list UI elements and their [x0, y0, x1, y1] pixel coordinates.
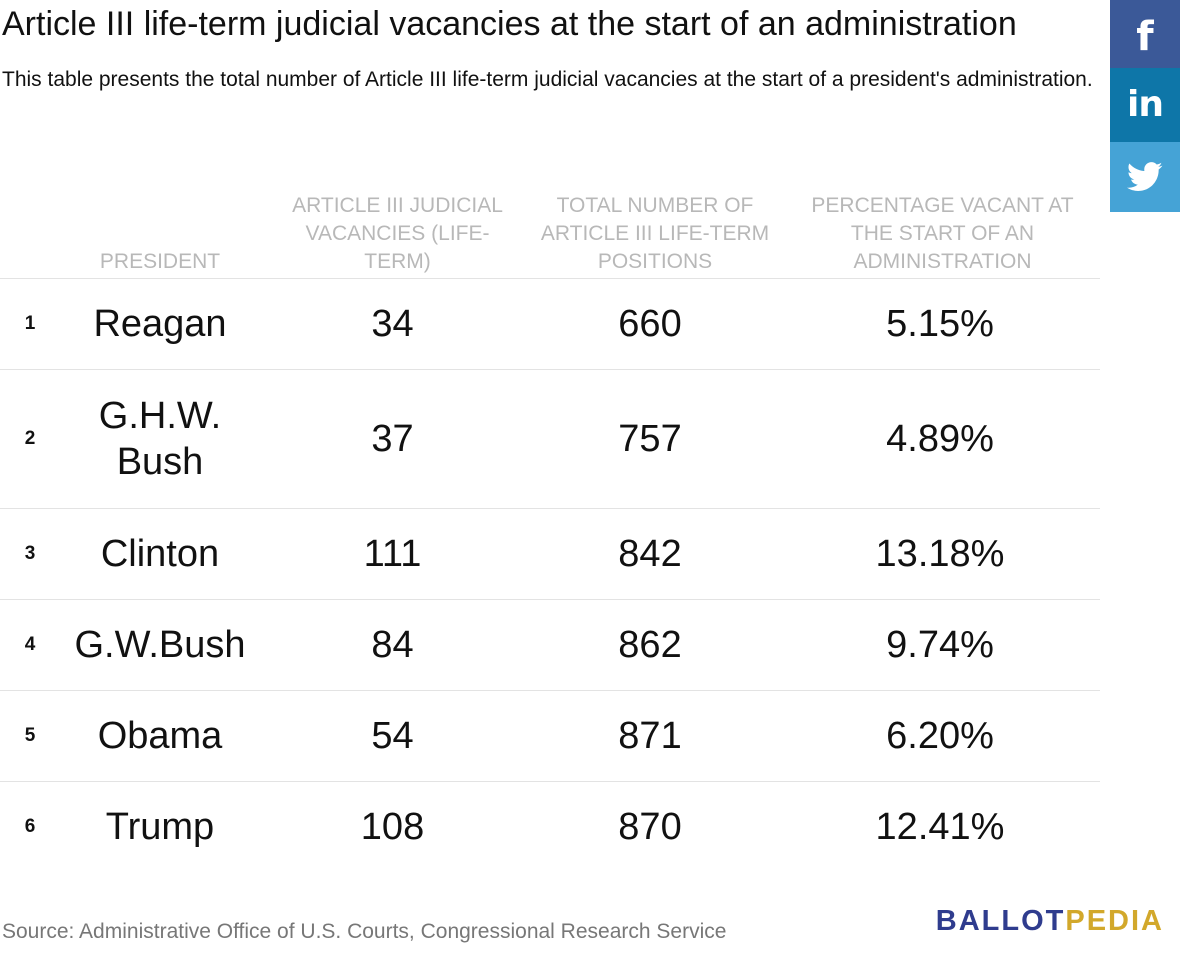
source-note: Source: Administrative Office of U.S. Co… — [2, 920, 727, 943]
facebook-share-button[interactable]: f — [1110, 0, 1180, 68]
total-positions-cell: 660 — [618, 303, 682, 345]
percentage-cell: 9.74% — [886, 624, 994, 666]
vacancies-cell: 54 — [371, 715, 414, 757]
president-cell: Clinton — [100, 533, 220, 575]
table-row: 6 Trump 108 870 12.41% — [0, 782, 1100, 872]
table-row: 3 Clinton 111 842 13.18% — [0, 509, 1100, 600]
total-positions-cell: 871 — [618, 715, 682, 757]
vacancies-cell: 37 — [371, 418, 414, 460]
column-header-percentage-vacant[interactable]: PERCENTAGE VACANT AT THE START OF AN ADM… — [811, 194, 1074, 273]
total-positions-cell: 862 — [618, 624, 682, 666]
logo-part-ballot: BALLOT — [935, 905, 1066, 937]
table-row: 2 G.H.W. Bush 37 757 4.89% — [0, 370, 1100, 509]
president-cell: Reagan — [93, 303, 227, 345]
row-rank: 6 — [24, 816, 36, 837]
vacancies-table: PRESIDENT ARTICLE III JUDICIAL VACANCIES… — [0, 180, 1100, 872]
vacancies-cell: 108 — [360, 806, 425, 848]
president-cell: G.W.Bush — [74, 624, 246, 666]
percentage-cell: 13.18% — [875, 533, 1005, 575]
column-header-vacancies[interactable]: ARTICLE III JUDICIAL VACANCIES (LIFE-TER… — [292, 194, 503, 273]
vacancies-cell: 84 — [371, 624, 414, 666]
percentage-cell: 5.15% — [886, 303, 994, 345]
linkedin-icon: in — [1127, 84, 1164, 125]
table-row: 5 Obama 54 871 6.20% — [0, 691, 1100, 782]
percentage-cell: 6.20% — [886, 715, 994, 757]
table-header: PRESIDENT ARTICLE III JUDICIAL VACANCIES… — [0, 180, 1100, 279]
share-bar: f in — [1110, 0, 1180, 212]
table-row: 4 G.W.Bush 84 862 9.74% — [0, 600, 1100, 691]
row-rank: 3 — [24, 543, 36, 564]
linkedin-share-button[interactable]: in — [1110, 68, 1180, 142]
total-positions-cell: 757 — [618, 418, 682, 460]
twitter-icon — [1127, 162, 1163, 191]
vacancies-cell: 111 — [363, 533, 422, 575]
row-rank: 1 — [24, 313, 36, 334]
percentage-cell: 12.41% — [875, 806, 1005, 848]
table-row: 1 Reagan 34 660 5.15% — [0, 279, 1100, 370]
vacancies-cell: 34 — [371, 303, 414, 345]
president-cell: Trump — [105, 806, 215, 848]
total-positions-cell: 870 — [618, 806, 682, 848]
chart-title: Article III life-term judicial vacancies… — [2, 5, 1017, 43]
row-rank: 4 — [24, 634, 36, 655]
total-positions-cell: 842 — [618, 533, 682, 575]
president-cell: G.H.W. Bush — [98, 395, 222, 483]
ballotpedia-logo[interactable]: BALLOTPEDIA — [936, 904, 1164, 938]
column-header-president[interactable]: PRESIDENT — [99, 250, 221, 273]
twitter-share-button[interactable] — [1110, 142, 1180, 212]
chart-subtitle: This table presents the total number of … — [2, 68, 1093, 91]
president-cell: Obama — [97, 715, 223, 757]
row-rank: 2 — [24, 428, 36, 449]
facebook-icon: f — [1136, 14, 1154, 60]
percentage-cell: 4.89% — [886, 418, 994, 460]
row-rank: 5 — [24, 725, 36, 746]
logo-part-pedia: PEDIA — [1065, 905, 1164, 937]
column-header-total-positions[interactable]: TOTAL NUMBER OF ARTICLE III LIFE-TERM PO… — [540, 194, 770, 273]
